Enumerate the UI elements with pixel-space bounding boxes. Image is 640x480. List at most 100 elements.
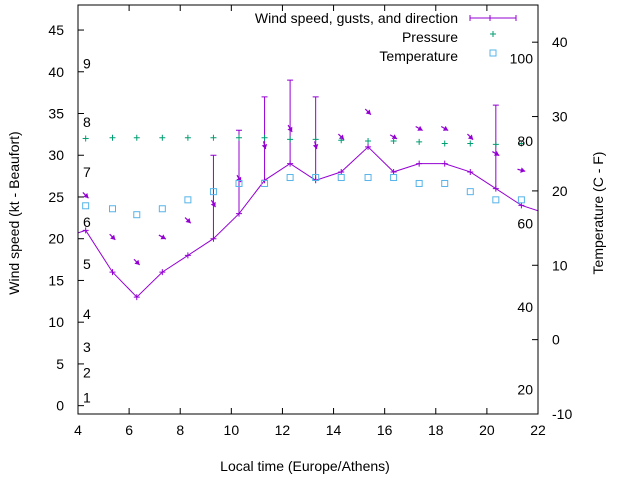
beaufort-label: 4 <box>83 306 91 322</box>
temperature-point <box>492 196 500 204</box>
temperature-point <box>158 205 166 213</box>
x-tick-label: 12 <box>275 422 291 438</box>
wind-direction-arrowhead <box>160 234 166 240</box>
y-tick-label-left: 30 <box>48 147 64 163</box>
beaufort-label: 6 <box>83 214 91 230</box>
temperature-point <box>312 174 320 182</box>
temperature-point <box>415 179 423 187</box>
beaufort-label: 8 <box>83 114 91 130</box>
temperature-point <box>184 196 192 204</box>
x-tick-label: 16 <box>377 422 393 438</box>
y-tick-label-left: 10 <box>48 314 64 330</box>
legend: Wind speed, gusts, and direction Pressur… <box>255 10 517 64</box>
beaufort-label: 5 <box>83 256 91 272</box>
legend-pressure-label: Pressure <box>402 29 458 45</box>
pressure-point <box>365 138 372 145</box>
y-tick-label-left: 0 <box>56 398 64 414</box>
wind-direction-arrowhead <box>417 125 423 131</box>
pressure-point <box>261 134 268 141</box>
x-axis-label: Local time (Europe/Athens) <box>220 458 390 474</box>
fahrenheit-label: 80 <box>517 133 533 149</box>
pressure-point <box>133 134 140 141</box>
y-tick-label-left: 35 <box>48 106 64 122</box>
wind-direction-arrowhead <box>520 167 526 173</box>
beaufort-label: 3 <box>83 339 91 355</box>
pressure-point <box>441 140 448 147</box>
temperature-point <box>261 179 269 187</box>
wind-speed-point <box>82 227 89 234</box>
y-tick-label-right: 40 <box>552 34 568 50</box>
wind-direction-arrowhead <box>546 176 551 181</box>
pressure-point <box>338 137 345 144</box>
temperature-point <box>209 188 217 196</box>
beaufort-label: 2 <box>83 364 91 380</box>
y-tick-label-left: 40 <box>48 64 64 80</box>
y-tick-label-right: 20 <box>552 183 568 199</box>
pressure-point <box>82 135 89 142</box>
pressure-point <box>492 141 499 148</box>
temperature-point <box>82 202 90 210</box>
wind-speed-point <box>184 252 191 259</box>
temperature-point <box>337 174 345 182</box>
legend-temperature-label: Temperature <box>379 48 458 64</box>
y-axis-label-left: Wind speed (kt - Beaufort) <box>6 131 22 294</box>
pressure-point <box>236 134 242 141</box>
wind-direction-arrowhead <box>134 259 140 265</box>
wind-direction-arrowhead <box>338 134 345 140</box>
temperature-point <box>441 179 449 187</box>
y-tick-label-right: 0 <box>552 332 560 348</box>
temperature-point <box>109 205 116 213</box>
wind-speed-point <box>467 168 474 175</box>
wind-gust-bar <box>236 129 242 214</box>
wind-direction-arrowhead <box>312 144 319 150</box>
x-tick-label: 6 <box>125 422 133 438</box>
temperature-point <box>364 174 372 182</box>
y-tick-label-right: 30 <box>552 109 568 125</box>
wind-direction-arrowhead <box>442 125 449 131</box>
x-tick-label: 4 <box>74 422 82 438</box>
y-axis-label-right: Temperature (C - F) <box>590 152 606 275</box>
pressure-point <box>467 140 474 147</box>
x-tick-label: 22 <box>530 422 546 438</box>
wind-direction-arrowhead <box>210 201 216 208</box>
axes: 4 6 8 10 12 14 16 18 20 22051015202530354045-1001… <box>48 4 572 438</box>
pressure-point <box>416 138 423 145</box>
y-tick-label-left: 5 <box>56 356 64 372</box>
legend-wind-sample-ticks <box>469 15 517 21</box>
legend-pressure-sample <box>490 31 496 37</box>
fahrenheit-label: 100 <box>510 51 534 67</box>
temperature-point <box>235 179 243 187</box>
beaufort-label: 9 <box>83 55 91 71</box>
wind-speed-line <box>78 146 538 298</box>
wind-direction-arrowhead <box>110 234 116 240</box>
pressure-point <box>312 136 319 143</box>
pressure-point <box>518 140 525 147</box>
y-tick-label-right: 10 <box>552 257 568 273</box>
wind-direction-arrowhead <box>467 134 474 140</box>
wind-direction-arrowhead <box>83 192 89 199</box>
temperature-point <box>390 174 398 182</box>
wind-speed-point <box>416 160 423 167</box>
legend-temperature-sample <box>489 49 497 57</box>
wind-direction-arrowhead <box>185 218 191 224</box>
wind-speed-point <box>338 168 345 175</box>
pressure-point <box>390 138 397 145</box>
temperature-point <box>133 211 141 219</box>
pressure-point <box>159 134 166 141</box>
wind-direction-arrowhead <box>391 134 398 140</box>
wind-speed-point <box>365 143 372 150</box>
y-tick-label-left: 45 <box>48 22 64 38</box>
pressure-point <box>287 136 294 143</box>
y-tick-label-left: 20 <box>48 231 64 247</box>
pressure-point <box>109 134 116 141</box>
y-tick-label-left: 15 <box>48 272 64 288</box>
wind-speed-point <box>109 269 116 276</box>
wind-gust-bar <box>210 154 217 239</box>
wind-direction-arrow <box>543 178 551 180</box>
temperature-point <box>466 188 474 196</box>
plot-area <box>78 79 551 301</box>
wind-direction-arrowhead <box>365 109 371 115</box>
wind-speed-point <box>159 269 166 276</box>
pressure-point <box>184 134 191 141</box>
